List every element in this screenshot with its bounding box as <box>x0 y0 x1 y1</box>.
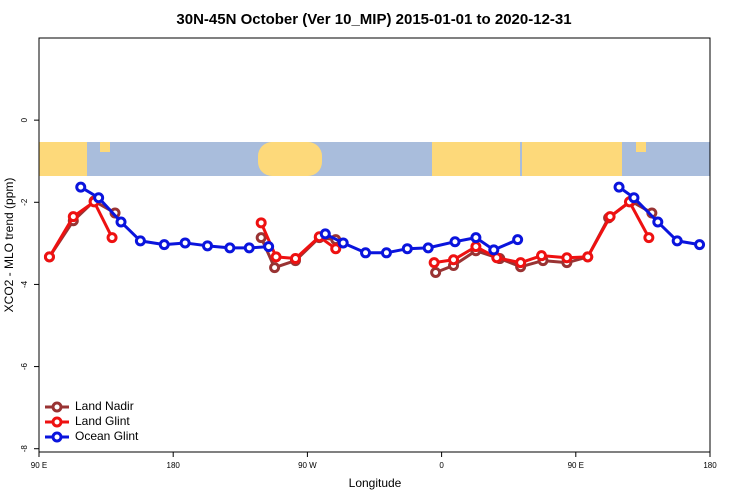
point <box>93 192 105 204</box>
legend-label: Land Nadir <box>75 399 134 413</box>
y-tick-label: -8 <box>20 445 29 453</box>
point <box>201 240 213 252</box>
plot-frame <box>38 37 711 453</box>
x-tick-label: 90 W <box>298 461 317 470</box>
point <box>470 232 482 244</box>
point <box>613 181 625 193</box>
point <box>106 232 118 244</box>
point <box>115 216 127 228</box>
point <box>470 241 482 253</box>
point <box>449 236 461 248</box>
point <box>582 251 594 263</box>
point <box>512 234 524 246</box>
point <box>536 250 548 262</box>
legend-marker <box>51 431 63 443</box>
x-tick-label: 180 <box>167 461 181 470</box>
point <box>643 232 655 244</box>
point <box>134 235 146 247</box>
point <box>289 253 301 265</box>
point <box>158 239 170 251</box>
point <box>652 216 664 228</box>
point <box>330 243 342 255</box>
x-axis-label: Longitude <box>349 476 402 490</box>
point <box>43 251 55 263</box>
legend-label: Ocean Glint <box>75 429 139 443</box>
point <box>694 239 706 251</box>
point <box>263 241 275 253</box>
y-tick-label: -4 <box>20 280 29 288</box>
y-tick-label: -6 <box>20 362 29 370</box>
point <box>243 242 255 254</box>
x-tick-label: 0 <box>439 461 444 470</box>
y-tick-label: -2 <box>20 198 29 206</box>
point <box>561 252 573 264</box>
legend-label: Land Glint <box>75 414 130 428</box>
point <box>671 235 683 247</box>
point <box>319 228 331 240</box>
point <box>428 257 440 269</box>
point <box>360 247 372 259</box>
x-tick-label: 90 E <box>31 461 47 470</box>
point <box>422 242 434 254</box>
point <box>515 257 527 269</box>
point <box>604 211 616 223</box>
point <box>270 251 282 263</box>
point <box>488 244 500 256</box>
point <box>380 247 392 259</box>
point <box>448 254 460 266</box>
point <box>179 237 191 249</box>
point <box>430 267 442 279</box>
x-tick-label: 90 E <box>568 461 584 470</box>
point <box>269 262 281 274</box>
point <box>255 217 267 229</box>
legend-marker <box>51 416 63 428</box>
map-band <box>39 142 710 176</box>
legend-marker <box>51 401 63 413</box>
point <box>75 181 87 193</box>
point <box>401 243 413 255</box>
point <box>628 192 640 204</box>
x-tick-label: 180 <box>703 461 717 470</box>
point <box>224 242 236 254</box>
chart-title: 30N-45N October (Ver 10_MIP) 2015-01-01 … <box>176 11 571 28</box>
y-tick-label: 0 <box>20 117 29 122</box>
point <box>255 232 267 244</box>
point <box>67 211 79 223</box>
y-axis-label: XCO2 - MLO trend (ppm) <box>2 178 16 313</box>
series-line <box>48 200 651 265</box>
point <box>337 237 349 249</box>
